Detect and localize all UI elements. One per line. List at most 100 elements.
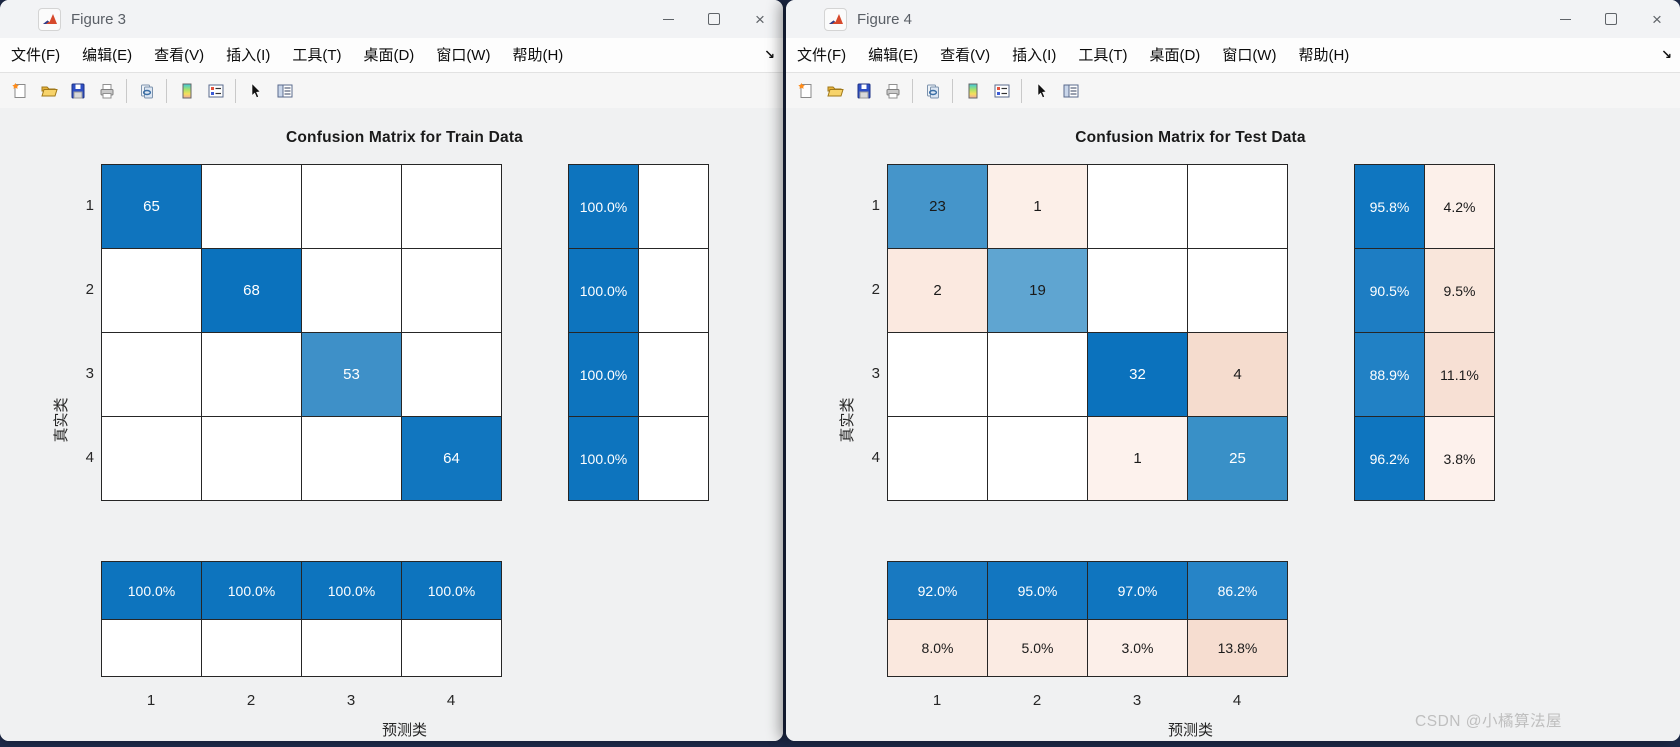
matrix-cell: 53 — [302, 333, 402, 417]
print-figure-button[interactable] — [93, 77, 120, 104]
menu-edit[interactable]: 编辑(E) — [82, 46, 133, 64]
matrix-cell: 4 — [1188, 333, 1288, 417]
matrix-cell: 68 — [202, 249, 302, 333]
toolbar-separator — [126, 78, 127, 103]
maximize-button[interactable] — [1588, 0, 1634, 38]
window-controls: × — [645, 0, 783, 38]
new-figure-button[interactable] — [6, 77, 33, 104]
matrix-cell — [202, 165, 302, 249]
col-summary-cell: 95.0% — [988, 562, 1088, 620]
minimize-button[interactable] — [1542, 0, 1588, 38]
menu-desktop[interactable]: 桌面(D) — [1149, 46, 1201, 64]
menu-tools[interactable]: 工具(T) — [292, 46, 342, 64]
y-tick: 1 — [85, 197, 94, 214]
x-tick: 3 — [1132, 692, 1142, 709]
row-summary-cell — [639, 165, 709, 249]
open-file-button[interactable] — [821, 77, 848, 104]
matrix-cell — [888, 417, 988, 501]
row-summary-cell: 11.1% — [1425, 333, 1495, 417]
toolbar-separator — [166, 78, 167, 103]
property-inspector-button[interactable] — [1057, 77, 1084, 104]
minimize-button[interactable] — [645, 0, 691, 38]
edit-plot-button[interactable] — [1028, 77, 1055, 104]
y-tick: 2 — [871, 281, 880, 298]
menu-help[interactable]: 帮助(H) — [1298, 46, 1350, 64]
matrix-cell — [402, 333, 502, 417]
close-icon: × — [755, 9, 765, 29]
insert-legend-button[interactable] — [202, 77, 229, 104]
row-summary-cell: 100.0% — [569, 165, 639, 249]
confusion-matrix: 23 1 2 19 32 4 1 25 — [887, 164, 1288, 501]
menu-tools[interactable]: 工具(T) — [1078, 46, 1128, 64]
menu-overflow-icon[interactable]: ↘ — [764, 47, 775, 62]
menu-file[interactable]: 文件(F) — [11, 46, 61, 64]
insert-colorbar-button[interactable] — [173, 77, 200, 104]
y-tick: 2 — [85, 281, 94, 298]
link-plot-button[interactable] — [133, 77, 160, 104]
row-summary-cell: 95.8% — [1355, 165, 1425, 249]
row-summary-cell: 88.9% — [1355, 333, 1425, 417]
property-inspector-button[interactable] — [271, 77, 298, 104]
matrix-cell: 19 — [988, 249, 1088, 333]
col-summary-cell — [202, 620, 302, 677]
x-axis-label: 预测类 — [381, 722, 427, 739]
edit-plot-button[interactable] — [242, 77, 269, 104]
close-icon: × — [1652, 9, 1662, 29]
matrix-cell: 2 — [888, 249, 988, 333]
save-figure-button[interactable] — [850, 77, 877, 104]
menu-view[interactable]: 查看(V) — [940, 46, 991, 64]
column-summary-panel: 92.0% 95.0% 97.0% 86.2% 8.0% 5.0% 3.0% 13.8% — [887, 561, 1288, 677]
figure3-window: Figure 3 × 文件(F) 编辑(E) 查看(V) 插入(I) 工具(T)… — [0, 0, 783, 741]
matrix-cell: 65 — [102, 165, 202, 249]
y-tick: 3 — [871, 365, 880, 382]
matrix-cell: 25 — [1188, 417, 1288, 501]
menu-help[interactable]: 帮助(H) — [512, 46, 564, 64]
menu-window[interactable]: 窗口(W) — [436, 46, 491, 64]
maximize-button[interactable] — [691, 0, 737, 38]
confusion-matrix: 65 68 53 64 — [101, 164, 502, 501]
figure4-toolbar — [786, 73, 1680, 109]
menu-view[interactable]: 查看(V) — [154, 46, 205, 64]
matrix-cell: 1 — [1088, 417, 1188, 501]
matrix-cell — [102, 417, 202, 501]
link-plot-button[interactable] — [919, 77, 946, 104]
print-figure-button[interactable] — [879, 77, 906, 104]
matrix-cell — [1088, 165, 1188, 249]
menu-insert[interactable]: 插入(I) — [226, 46, 271, 64]
matrix-cell — [1088, 249, 1188, 333]
menu-overflow-icon[interactable]: ↘ — [1661, 47, 1672, 62]
column-summary-panel: 100.0% 100.0% 100.0% 100.0% — [101, 561, 502, 677]
matrix-cell — [302, 249, 402, 333]
open-file-button[interactable] — [35, 77, 62, 104]
matrix-cell — [202, 417, 302, 501]
window-title: Figure 3 — [71, 10, 127, 28]
figure4-canvas: Confusion Matrix for Test Data 真实类 1 2 3… — [786, 108, 1680, 741]
menu-edit[interactable]: 编辑(E) — [868, 46, 919, 64]
menu-file[interactable]: 文件(F) — [797, 46, 847, 64]
col-summary-cell: 100.0% — [302, 562, 402, 620]
toolbar-separator — [952, 78, 953, 103]
save-figure-button[interactable] — [64, 77, 91, 104]
close-button[interactable]: × — [737, 0, 783, 38]
menu-insert[interactable]: 插入(I) — [1012, 46, 1057, 64]
insert-legend-button[interactable] — [988, 77, 1015, 104]
new-figure-button[interactable] — [792, 77, 819, 104]
x-tick: 3 — [346, 692, 356, 709]
matlab-icon — [38, 7, 61, 31]
menu-window[interactable]: 窗口(W) — [1222, 46, 1277, 64]
row-summary-cell: 90.5% — [1355, 249, 1425, 333]
col-summary-cell: 3.0% — [1088, 620, 1188, 677]
row-summary-cell: 100.0% — [569, 417, 639, 501]
col-summary-cell — [402, 620, 502, 677]
insert-colorbar-button[interactable] — [959, 77, 986, 104]
col-summary-cell: 13.8% — [1188, 620, 1288, 677]
col-summary-cell: 100.0% — [102, 562, 202, 620]
col-summary-cell: 100.0% — [402, 562, 502, 620]
menu-desktop[interactable]: 桌面(D) — [363, 46, 415, 64]
matrix-cell — [988, 417, 1088, 501]
y-tick: 4 — [871, 449, 880, 466]
close-button[interactable]: × — [1634, 0, 1680, 38]
figure4-window: Figure 4 × 文件(F) 编辑(E) 查看(V) 插入(I) 工具(T)… — [786, 0, 1680, 741]
col-summary-cell: 97.0% — [1088, 562, 1188, 620]
y-tick: 1 — [871, 197, 880, 214]
